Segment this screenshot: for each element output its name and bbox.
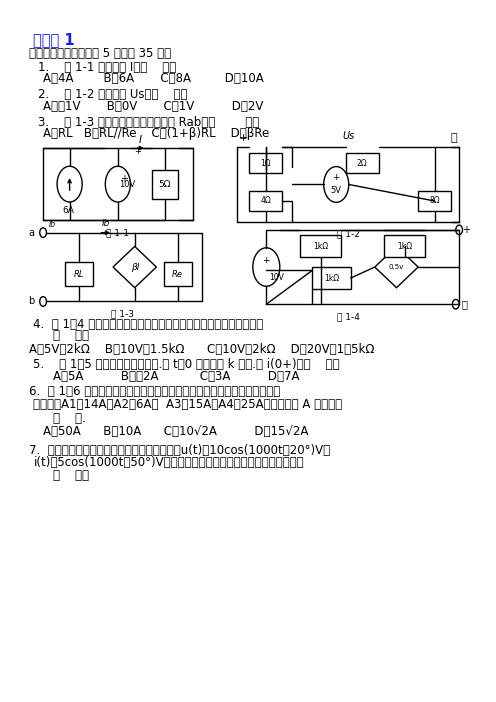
Bar	[249, 191, 282, 211]
Text: 图 1-4: 图 1-4	[337, 312, 360, 321]
Text: 2.    图 1-2 中的电压 Us＝（    ）。: 2. 图 1-2 中的电压 Us＝（ ）。	[38, 88, 188, 101]
Text: 图 1-3: 图 1-3	[111, 310, 134, 318]
Text: 分别为：A1：14A，A2：6A，  A3：15A，A4：25A，则电流表 A 的读数为: 分别为：A1：14A，A2：6A， A3：15A，A4：25A，则电流表 A 的…	[33, 398, 343, 411]
Text: A）－1V       B）0V       C）1V          D）2V: A）－1V B）0V C）1V D）2V	[43, 100, 263, 113]
Text: 图 1-2: 图 1-2	[337, 230, 360, 239]
Circle shape	[57, 166, 82, 202]
Text: 4.  图 1－4 所示为一含源单口网络，其戴维南等效电路的等效参数为: 4. 图 1－4 所示为一含源单口网络，其戴维南等效电路的等效参数为	[33, 318, 264, 331]
Text: （    ）。: （ ）。	[53, 470, 89, 482]
Text: －: －	[462, 299, 468, 309]
Text: A）5A          B）－2A           C）3A          D）7A: A）5A B）－2A C）3A D）7A	[53, 369, 299, 383]
Polygon shape	[113, 246, 156, 288]
Text: Re: Re	[172, 270, 183, 279]
Text: 0.5v: 0.5v	[389, 264, 404, 270]
Text: 1kΩ: 1kΩ	[397, 242, 413, 251]
Text: 10V: 10V	[269, 272, 284, 282]
Text: +: +	[262, 256, 270, 265]
Text: +: +	[120, 173, 128, 184]
Circle shape	[40, 297, 47, 306]
Text: （    ）。: （ ）。	[53, 329, 89, 342]
Circle shape	[456, 225, 463, 234]
Bar	[346, 153, 378, 173]
Text: Ib: Ib	[49, 220, 57, 229]
Text: 8Ω: 8Ω	[429, 197, 440, 206]
Text: βI: βI	[130, 263, 139, 272]
Text: 4Ω: 4Ω	[260, 197, 271, 206]
Circle shape	[324, 166, 349, 202]
Text: 1.    图 1-1 中的电流 I＝（    ）。: 1. 图 1-1 中的电流 I＝（ ）。	[38, 60, 177, 74]
Polygon shape	[375, 246, 418, 288]
Text: RL: RL	[73, 270, 84, 279]
Text: 5.    图 1－5 所示电路已处于稳态.在 t＝0 时，开关 k 闭合.则 i(0+)＝（    ）。: 5. 图 1－5 所示电路已处于稳态.在 t＝0 时，开关 k 闭合.则 i(0…	[33, 358, 340, 371]
Bar	[65, 263, 93, 286]
Text: Ib: Ib	[102, 219, 110, 228]
Text: 2Ω: 2Ω	[357, 159, 368, 168]
Text: A）5V，2kΩ    B）10V，1.5kΩ      C）10V，2kΩ    D）20V，1．5kΩ: A）5V，2kΩ B）10V，1.5kΩ C）10V，2kΩ D）20V，1．5…	[29, 343, 374, 356]
Text: 5V: 5V	[331, 186, 342, 195]
Text: 6.  图 1－6 所示为一正弦稳态电路的一部分，各并联支路中的电流表的读数: 6. 图 1－6 所示为一正弦稳态电路的一部分，各并联支路中的电流表的读数	[29, 385, 280, 399]
Circle shape	[40, 228, 47, 237]
Text: 一、选择题：（每小题 5 分，共 35 分）: 一、选择题：（每小题 5 分，共 35 分）	[29, 47, 171, 60]
Circle shape	[452, 299, 459, 309]
Circle shape	[253, 248, 280, 286]
Bar	[300, 235, 341, 258]
Text: 6A: 6A	[62, 206, 74, 215]
Text: A）RL   B）RL//Re    C）(1+β)RL    D）βRe: A）RL B）RL//Re C）(1+β)RL D）βRe	[43, 127, 269, 140]
Text: 7.  已知某单口网络的端口电压和电流分别为：u(t)＝10cos(1000t－20°)V，: 7. 已知某单口网络的端口电压和电流分别为：u(t)＝10cos(1000t－2…	[29, 444, 330, 457]
Bar	[164, 263, 191, 286]
Text: Us: Us	[342, 131, 355, 141]
Text: 1Ω: 1Ω	[260, 159, 271, 168]
Text: +: +	[332, 173, 340, 182]
Text: +: +	[134, 147, 141, 156]
Text: +: +	[462, 225, 470, 235]
Text: 3.    图 1-3 所示单口网络的输入电阻 Rab＝（        ）。: 3. 图 1-3 所示单口网络的输入电阻 Rab＝（ ）。	[38, 116, 259, 128]
Text: 1kΩ: 1kΩ	[313, 242, 328, 251]
Text: A）4A        B）6A       C）8A         D）10A: A）4A B）6A C）8A D）10A	[43, 72, 264, 86]
Bar	[249, 153, 282, 173]
Text: +: +	[239, 133, 248, 143]
Text: i(t)＝5cos(1000t－50°)V，则该单口网络的有功功率和无功功率分别为: i(t)＝5cos(1000t－50°)V，则该单口网络的有功功率和无功功率分别…	[33, 456, 304, 469]
Text: （    ）.: （ ）.	[53, 411, 85, 425]
Bar	[384, 235, 426, 258]
Circle shape	[105, 166, 130, 202]
Text: a: a	[28, 227, 34, 238]
Text: I: I	[139, 135, 142, 145]
Bar	[312, 267, 351, 289]
Bar	[418, 191, 451, 211]
Text: 5Ω: 5Ω	[159, 180, 171, 190]
Text: －: －	[450, 133, 457, 143]
Text: 1kΩ: 1kΩ	[324, 274, 339, 283]
Text: 图 1-1: 图 1-1	[106, 228, 129, 237]
Text: 10V: 10V	[119, 180, 135, 189]
Bar	[152, 171, 178, 199]
Text: b: b	[28, 296, 34, 307]
Text: A）50A      B）10A      C）10√2A          D）15√2A: A）50A B）10A C）10√2A D）15√2A	[43, 425, 309, 437]
Text: 模拟题 1: 模拟题 1	[33, 32, 75, 47]
